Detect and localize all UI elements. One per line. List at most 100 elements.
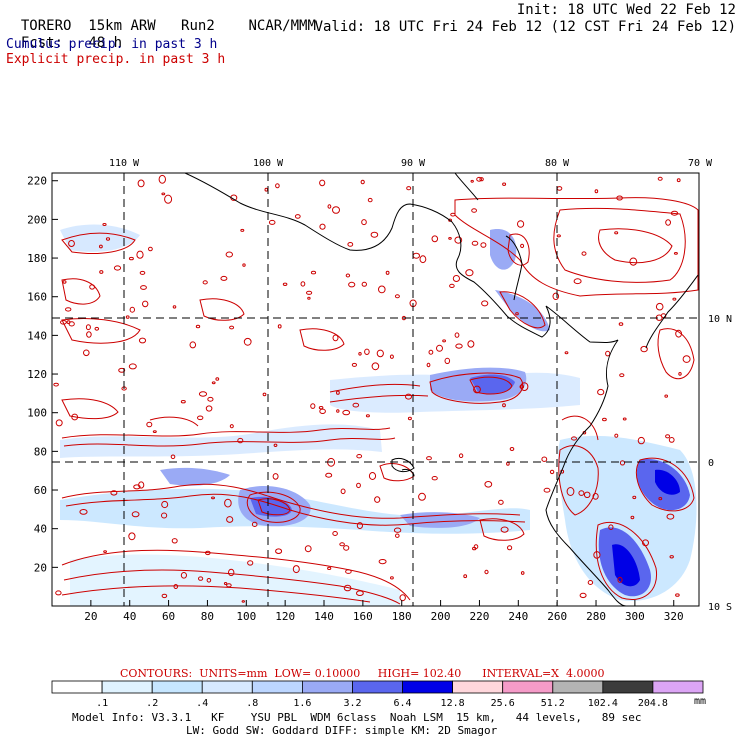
colorbar-swatch	[452, 680, 504, 694]
precip-speck	[275, 183, 280, 189]
precip-speck	[85, 324, 91, 331]
precip-speck	[549, 469, 555, 475]
x-tick-label: 180	[392, 610, 412, 620]
precip-speck	[189, 341, 197, 349]
precip-speck	[336, 390, 340, 395]
precip-map: 20 40 60 80 100 120 140 160 180 200 220 240 260 280 30…	[27, 158, 732, 620]
precip-speck	[180, 400, 186, 404]
precip-speck	[79, 509, 88, 515]
precip-speck	[442, 339, 447, 343]
precip-speck	[583, 491, 591, 498]
precip-speck	[376, 349, 384, 358]
x-tick-label: 60	[162, 610, 175, 620]
precip-speck	[206, 578, 212, 583]
precip-speck	[390, 576, 394, 580]
precip-speck	[211, 381, 216, 385]
lat-label: 10 N	[708, 314, 732, 325]
precip-speck	[664, 394, 669, 398]
y-tick-label: 160	[27, 291, 47, 304]
precip-speck	[240, 228, 245, 232]
colorbar-label: .2	[146, 698, 158, 709]
precip-speck	[658, 497, 663, 501]
precip-speck	[83, 349, 90, 357]
lon-label: 80 W	[545, 158, 570, 169]
header-model-line: TORERO 15km ARW Run2 NCAR/MMM	[4, 2, 316, 34]
map-frame	[51, 172, 700, 607]
precip-speck	[243, 337, 252, 346]
precip-speck	[356, 482, 361, 489]
precip-speck	[272, 473, 279, 480]
precip-speck	[262, 392, 267, 397]
precip-speck	[448, 237, 452, 240]
colorbar-swatch	[352, 680, 403, 694]
precip-speck	[128, 363, 137, 370]
colorbar-label: 25.6	[491, 698, 515, 709]
precip-speck	[171, 538, 178, 544]
precip-speck	[378, 559, 387, 565]
precip-speck	[502, 182, 507, 186]
precip-speck	[229, 325, 235, 330]
precip-speck	[450, 212, 456, 217]
precip-speck	[55, 590, 62, 596]
precip-speck	[99, 244, 103, 249]
precip-speck	[665, 219, 671, 226]
precip-speck	[277, 324, 282, 329]
explicit-field-label: Explicit precip. in past 3 h	[6, 52, 226, 67]
precip-speck	[343, 584, 352, 592]
precip-speck	[444, 357, 451, 364]
precip-speck	[198, 576, 204, 581]
precip-speck	[307, 296, 311, 300]
precip-speck	[361, 281, 367, 287]
y-tick-label: 100	[27, 407, 47, 420]
colorbar-swatch	[201, 680, 253, 694]
precip-speck	[458, 453, 464, 459]
x-tick-label: 320	[664, 610, 684, 620]
precip-speck	[509, 447, 515, 451]
precip-speck	[668, 437, 675, 443]
precip-speck	[60, 320, 67, 325]
precip-speck	[146, 421, 153, 428]
precip-speck	[172, 305, 177, 309]
precip-speck	[678, 372, 682, 376]
x-tick-label: 140	[314, 610, 334, 620]
precip-speck	[614, 433, 619, 438]
precip-speck	[479, 177, 484, 182]
cumulus-field-label: Cumulus precip. in past 3 h	[6, 37, 218, 52]
precip-speck	[578, 490, 585, 496]
precip-speck	[161, 593, 168, 599]
precip-speck	[358, 352, 362, 356]
precip-speck	[197, 415, 204, 421]
precip-speck	[476, 176, 483, 182]
precip-speck	[669, 555, 674, 559]
precip-speck	[378, 285, 386, 294]
precip-speck	[148, 246, 153, 252]
precip-speck	[138, 337, 147, 344]
precip-speck	[449, 283, 455, 288]
precip-speck	[332, 531, 338, 536]
precip-speck	[616, 195, 623, 201]
model-physics-line: LW: Godd SW: Goddard DIFF: simple KM: 2D…	[186, 724, 498, 737]
lat-label: 10 S	[708, 602, 732, 613]
colorbar-label: .1	[96, 698, 108, 709]
precip-speck	[367, 197, 373, 203]
precip-speck	[211, 496, 215, 500]
precip-speck	[282, 282, 288, 286]
model-name: TORERO	[20, 18, 72, 34]
precip-speck	[426, 456, 432, 461]
precip-speck	[520, 382, 529, 392]
contours-low: LOW= 0.10000	[274, 667, 361, 680]
precip-speck	[605, 350, 611, 357]
precip-speck	[66, 320, 71, 325]
precip-speck	[140, 285, 147, 290]
colorbar-label: 102.4	[588, 698, 618, 709]
precip-speck	[351, 362, 357, 367]
init-time: Init: 18 UTC Wed 22 Feb 12	[516, 2, 736, 18]
precip-speck	[632, 495, 637, 500]
precip-speck	[385, 270, 390, 275]
precip-speck	[306, 290, 313, 295]
precip-speck	[515, 312, 519, 316]
colorbar-label: .4	[196, 698, 208, 709]
precip-speck	[228, 568, 235, 577]
x-tick-label: 300	[625, 610, 645, 620]
precip-speck	[224, 498, 232, 508]
